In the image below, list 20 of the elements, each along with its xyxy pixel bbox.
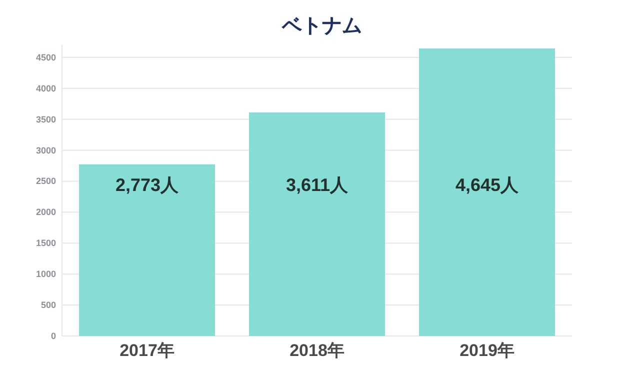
y-tick-label: 2500 [36,176,56,186]
data-label: 4,645人 [455,175,520,195]
data-label: 3,611人 [286,175,350,195]
y-tick-label: 1500 [36,238,56,248]
y-tick-label: 0 [50,331,56,341]
bar [419,48,555,336]
y-tick-label: 2000 [36,207,56,218]
y-tick-label: 3500 [36,114,56,124]
bar [249,112,385,336]
y-tick-label: 4000 [36,83,56,94]
y-tick-label: 500 [40,300,56,310]
chart-title: ベトナム [281,15,362,37]
y-tick-label: 4500 [36,52,56,62]
bar [79,164,215,336]
data-label: 2,773人 [115,175,180,195]
x-tick-label: 2017年 [120,341,174,360]
x-tick-label: 2019年 [460,341,514,360]
y-tick-label: 3000 [36,145,56,156]
x-tick-label: 2018年 [290,341,344,360]
y-tick-label: 1000 [36,269,56,280]
